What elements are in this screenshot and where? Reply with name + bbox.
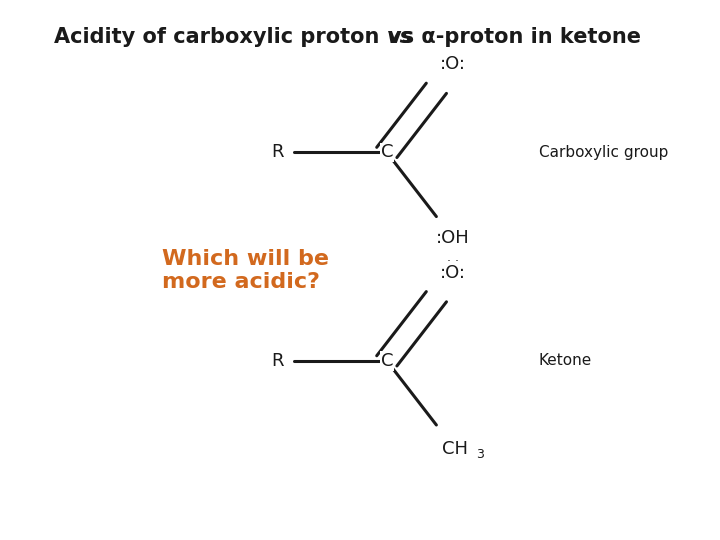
Text: R: R (271, 144, 284, 161)
Text: C: C (381, 352, 393, 370)
Text: 3: 3 (476, 448, 484, 461)
Text: Carboxylic group: Carboxylic group (539, 145, 668, 160)
Text: vs: vs (387, 27, 413, 47)
Text: R: R (271, 352, 284, 370)
Text: :OH: :OH (436, 229, 469, 247)
Text: :O:: :O: (440, 55, 466, 73)
Text: C: C (381, 144, 393, 161)
Text: Acidity of carboxylic proton: Acidity of carboxylic proton (54, 27, 387, 47)
Text: CH: CH (442, 440, 468, 458)
Text: :O:: :O: (440, 264, 466, 282)
Text: · ·: · · (447, 255, 459, 268)
Text: Ketone: Ketone (539, 353, 592, 368)
Text: Which will be
more acidic?: Which will be more acidic? (162, 248, 329, 292)
Text: vs α-proton in ketone: vs α-proton in ketone (388, 27, 641, 47)
